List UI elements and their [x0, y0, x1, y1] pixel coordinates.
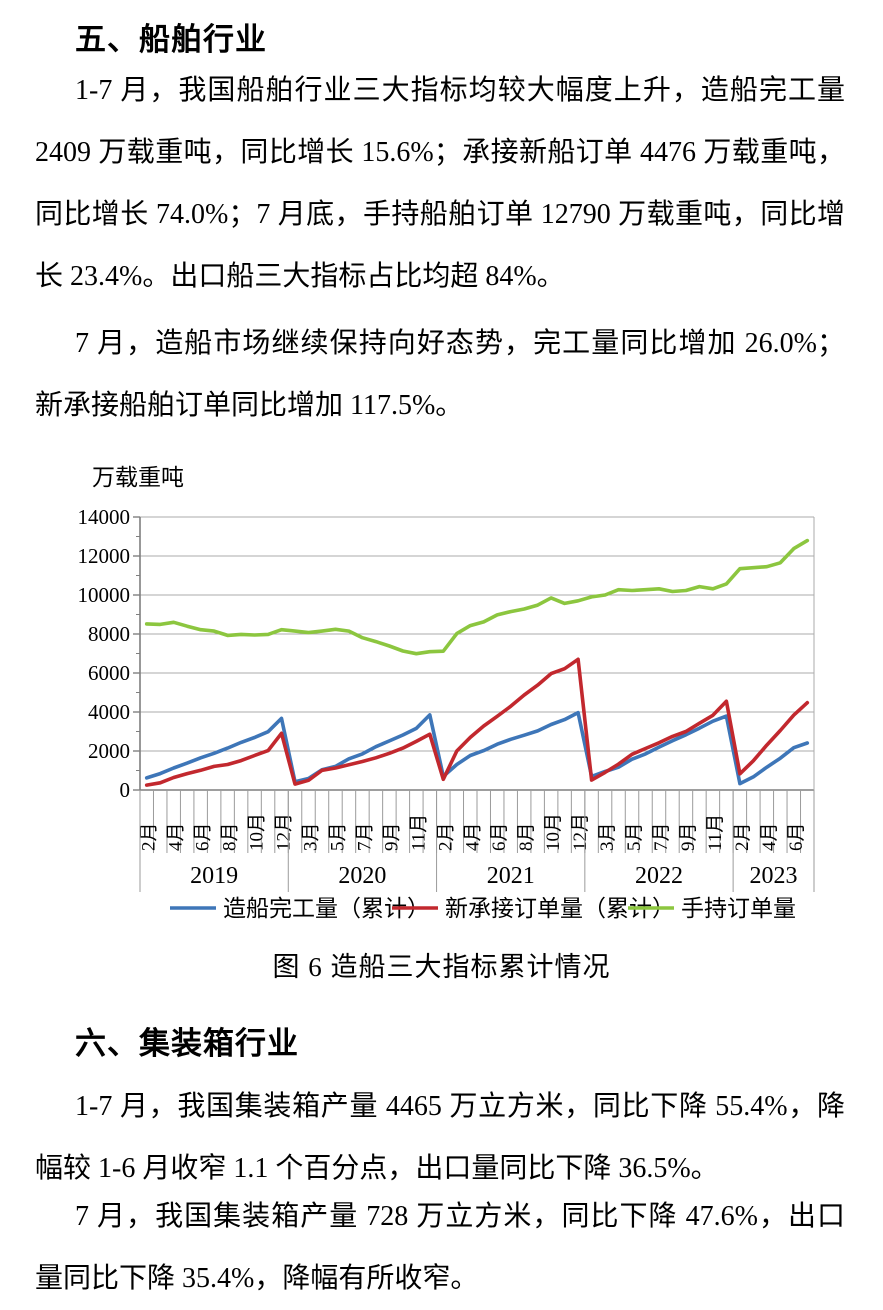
year-label: 2023 — [750, 863, 798, 889]
year-label: 2020 — [338, 863, 386, 889]
series-line-1 — [144, 657, 810, 787]
x-tick-label: 12月 — [274, 813, 295, 851]
y-tick-label: 6000 — [88, 661, 130, 685]
section-5-paragraph-2: 7 月，造船市场继续保持向好态势，完工量同比增加 26.0%；新承接船舶订单同比… — [35, 328, 845, 421]
x-tick-label: 2月 — [435, 822, 456, 851]
section-6-paragraph-1: 1-7 月，我国集装箱产量 4465 万立方米，同比下降 55.4%，降幅较 1… — [35, 1091, 845, 1184]
x-tick-label: 5月 — [624, 822, 645, 851]
series-line-0 — [144, 710, 810, 786]
x-tick-label: 8月 — [220, 822, 241, 851]
x-tick-label: 12月 — [570, 813, 591, 851]
x-tick-label: 4月 — [759, 822, 780, 851]
y-tick-label: 10000 — [78, 583, 131, 607]
x-tick-label: 10月 — [247, 813, 268, 851]
x-tick-label: 2月 — [139, 822, 160, 851]
x-tick-label: 7月 — [651, 822, 672, 851]
x-tick-label: 6月 — [786, 822, 807, 851]
section-6-paragraph-2: 7 月，我国集装箱产量 728 万立方米，同比下降 47.6%，出口量同比下降 … — [35, 1201, 845, 1294]
year-label: 2021 — [487, 863, 535, 889]
y-tick-label: 4000 — [88, 700, 130, 724]
section-5-paragraph-1: 1-7 月，我国船舶行业三大指标均较大幅度上升，造船完工量 2409 万载重吨，… — [35, 75, 845, 292]
y-tick-label: 0 — [120, 778, 131, 802]
x-tick-label: 4月 — [462, 822, 483, 851]
x-tick-label: 3月 — [301, 822, 322, 851]
x-tick-label: 6月 — [193, 822, 214, 851]
x-tick-label: 7月 — [354, 822, 375, 851]
x-tick-label: 9月 — [678, 822, 699, 851]
y-tick-label: 2000 — [88, 739, 130, 763]
x-tick-label: 4月 — [166, 822, 187, 851]
x-tick-label: 6月 — [489, 822, 510, 851]
section-5-heading: 五、船舶行业 — [75, 22, 267, 57]
x-tick-label: 11月 — [705, 814, 726, 851]
x-tick-label: 3月 — [597, 822, 618, 851]
year-label: 2022 — [635, 863, 683, 889]
year-label: 2019 — [190, 863, 238, 889]
series-line-2 — [144, 538, 810, 656]
figure-caption: 图 6 造船三大指标累计情况 — [272, 952, 611, 982]
x-tick-label: 10月 — [543, 813, 564, 851]
y-axis-unit-label: 万载重吨 — [92, 465, 184, 490]
y-tick-label: 14000 — [78, 505, 131, 529]
y-tick-label: 12000 — [78, 544, 131, 568]
x-tick-label: 11月 — [408, 814, 429, 851]
x-tick-label: 5月 — [327, 822, 348, 851]
x-tick-label: 8月 — [516, 822, 537, 851]
section-6-heading: 六、集装箱行业 — [75, 1026, 299, 1061]
y-tick-label: 8000 — [88, 622, 130, 646]
x-tick-label: 2月 — [732, 822, 753, 851]
x-tick-label: 9月 — [381, 822, 402, 851]
legend-label-2: 手持订单量 — [681, 896, 796, 921]
